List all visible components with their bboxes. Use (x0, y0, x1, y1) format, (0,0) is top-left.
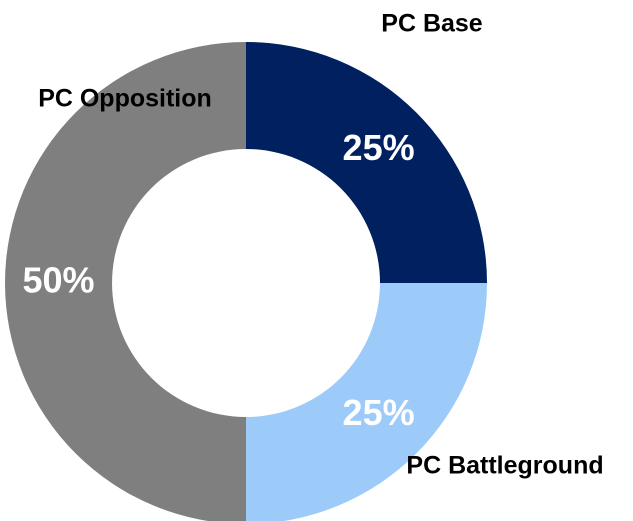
value-label: 25% (343, 392, 415, 433)
legend-label: PC Opposition (38, 85, 212, 113)
legend-label: PC Battleground (406, 452, 603, 480)
value-label: 25% (343, 127, 415, 168)
slice (5, 42, 246, 521)
value-label: 50% (22, 260, 94, 301)
slice (246, 42, 487, 283)
legend-label: PC Base (381, 10, 483, 38)
slice (246, 283, 487, 521)
